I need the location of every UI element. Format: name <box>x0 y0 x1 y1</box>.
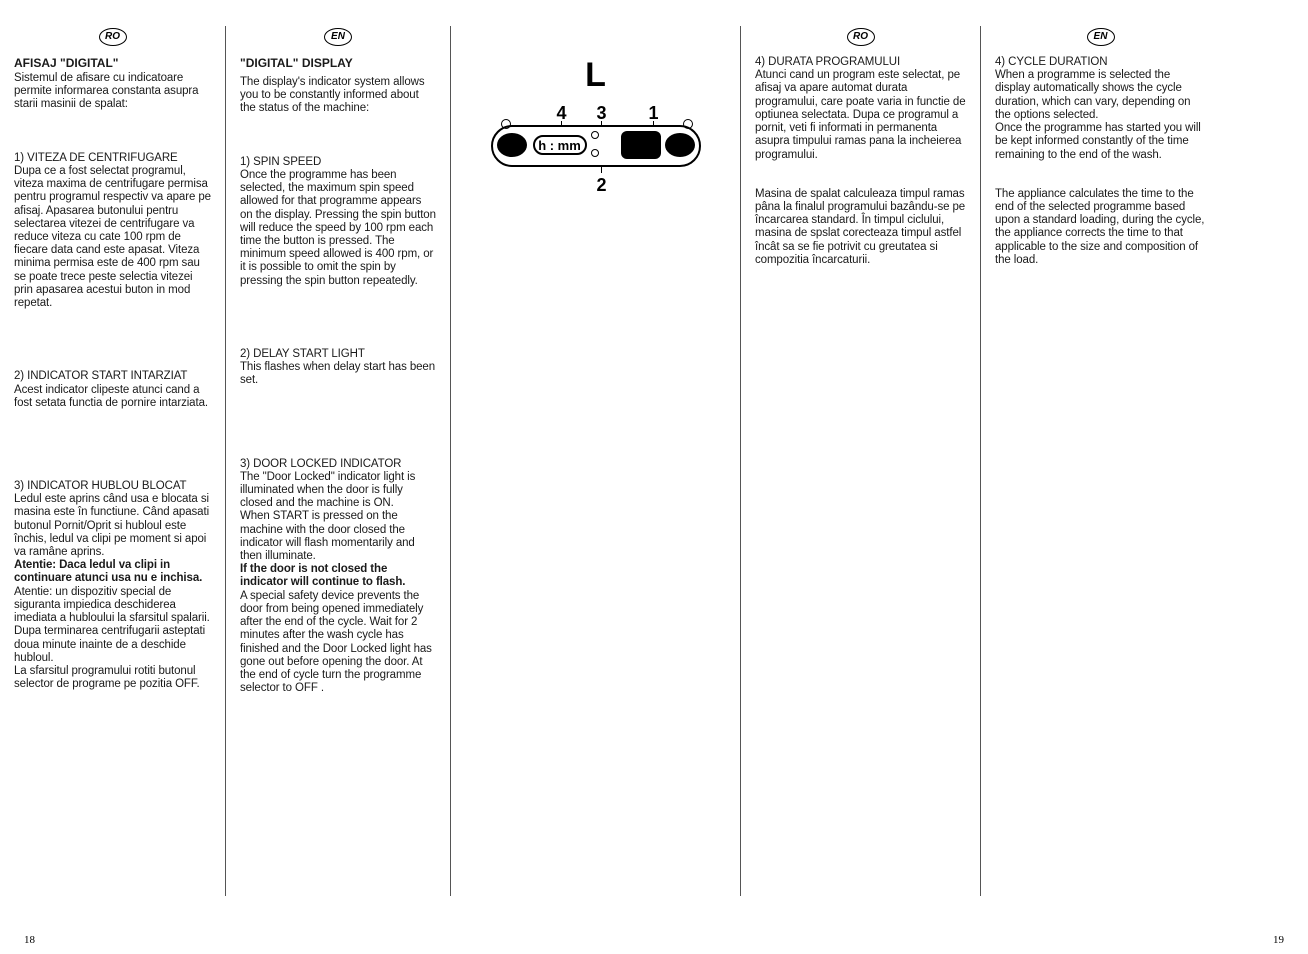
panel-icon <box>621 131 661 159</box>
label-2: 2 <box>597 175 607 196</box>
tick <box>601 121 602 127</box>
intro-ro: Sistemul de afisare cu indicatoare permi… <box>14 72 211 112</box>
lang-badge-ro-2: RO <box>847 28 875 46</box>
s1-title-ro: 1) VITEZA DE CENTRIFUGARE <box>14 152 211 165</box>
clock-icon <box>501 119 511 129</box>
s3-body3-en: A special safety device prevents the doo… <box>240 590 436 696</box>
lang-badge-ro: RO <box>99 28 127 46</box>
column-diagram: L 4 3 1 h : mm <box>450 26 740 896</box>
s4-body2-ro: Masina de spalat calculeaza timpul ramas… <box>755 188 966 267</box>
column-ro-right: RO 4) DURATA PROGRAMULUI Atunci cand un … <box>740 26 980 896</box>
page-number-left: 18 <box>24 934 35 946</box>
s3-body1-en: The "Door Locked" indicator light is ill… <box>240 471 436 511</box>
s4-body1b-en: Once the programme has started you will … <box>995 122 1206 162</box>
tick-bottom <box>601 165 602 173</box>
s2-body-en: This flashes when delay start has been s… <box>240 361 436 387</box>
right-oval-icon <box>665 133 695 157</box>
heading-en-display: "DIGITAL" DISPLAY <box>240 56 436 70</box>
lang-badge-en: EN <box>324 28 352 46</box>
s3-body1-ro: Ledul este aprins când usa e blocata si … <box>14 493 211 559</box>
tick <box>561 121 562 127</box>
s3-bold-en: If the door is not closed the indicator … <box>240 563 436 589</box>
display-diagram: 4 3 1 h : mm <box>491 103 701 188</box>
s2-title-en: 2) DELAY START LIGHT <box>240 348 436 361</box>
page-number-right: 19 <box>1273 934 1284 946</box>
s2-title-ro: 2) INDICATOR START INTARZIAT <box>14 370 211 383</box>
s3-title-ro: 3) INDICATOR HUBLOU BLOCAT <box>14 480 211 493</box>
s3-body2-ro: Atentie: un dispozitiv special de sigura… <box>14 586 211 665</box>
display-body: h : mm <box>491 125 701 167</box>
s4-title-en: 4) CYCLE DURATION <box>995 56 1206 69</box>
heading-ro-afisaj: AFISAJ "DIGITAL" <box>14 56 211 70</box>
s1-title-en: 1) SPIN SPEED <box>240 156 436 169</box>
label-1: 1 <box>649 103 659 124</box>
s4-body1-ro: Atunci cand un program este selectat, pe… <box>755 69 966 162</box>
column-ro-left: RO AFISAJ "DIGITAL" Sistemul de afisare … <box>0 26 225 896</box>
s3-title-en: 3) DOOR LOCKED INDICATOR <box>240 458 436 471</box>
s4-title-ro: 4) DURATA PROGRAMULUI <box>755 56 966 69</box>
lock-icon <box>591 131 599 139</box>
s2-body-ro: Acest indicator clipeste atunci cand a f… <box>14 384 211 410</box>
label-4: 4 <box>557 103 567 124</box>
intro-en: The display's indicator system allows yo… <box>240 76 436 116</box>
s3-body3-ro: La sfarsitul programului rotiti butonul … <box>14 665 211 691</box>
dial-icon <box>683 119 693 129</box>
s1-body-en: Once the programme has been selected, th… <box>240 169 436 288</box>
s3-bold-ro: Atentie: Daca ledul va clipi in continua… <box>14 559 211 585</box>
left-oval-icon <box>497 133 527 157</box>
column-en-left: EN "DIGITAL" DISPLAY The display's indic… <box>225 26 450 896</box>
hmm-box: h : mm <box>533 135 587 155</box>
diagram-label-l: L <box>465 56 726 95</box>
s4-body2-en: The appliance calculates the time to the… <box>995 188 1206 267</box>
label-3: 3 <box>597 103 607 124</box>
s4-body1-en: When a programme is selected the display… <box>995 69 1206 122</box>
s3-body2-en: When START is pressed on the machine wit… <box>240 510 436 563</box>
lang-badge-en-2: EN <box>1087 28 1115 46</box>
s1-body-ro: Dupa ce a fost selectat programul, vitez… <box>14 165 211 310</box>
column-en-right: EN 4) CYCLE DURATION When a programme is… <box>980 26 1220 896</box>
tick <box>653 121 654 127</box>
lock-icon-2 <box>591 149 599 157</box>
